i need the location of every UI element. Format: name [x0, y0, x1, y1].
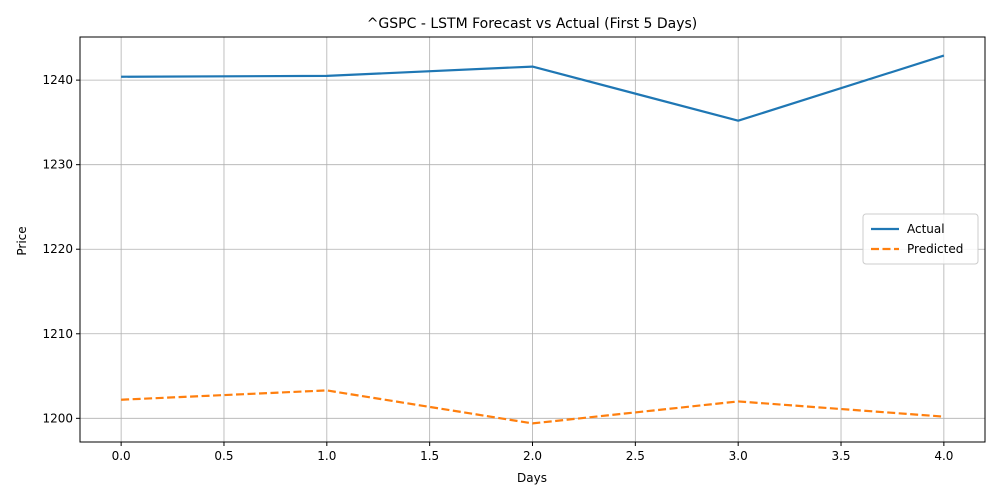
x-tick-label: 0.5 — [214, 449, 233, 463]
x-tick-label: 3.5 — [831, 449, 850, 463]
y-tick-label: 1230 — [42, 158, 73, 172]
x-tick-label: 4.0 — [934, 449, 953, 463]
x-tick-label: 2.0 — [523, 449, 542, 463]
legend-label-actual: Actual — [907, 222, 945, 236]
legend: Actual Predicted — [862, 213, 979, 265]
y-tick-label: 1210 — [42, 327, 73, 341]
x-tick-label: 1.0 — [317, 449, 336, 463]
chart-title: ^GSPC - LSTM Forecast vs Actual (First 5… — [367, 16, 698, 32]
x-axis-label: Days — [517, 471, 547, 485]
x-tick-label: 3.0 — [729, 449, 748, 463]
legend-label-predicted: Predicted — [907, 242, 963, 256]
series-line-actual — [121, 54, 945, 122]
series-lines — [121, 54, 945, 425]
x-tick-label: 1.5 — [420, 449, 439, 463]
y-tick-label: 1220 — [42, 242, 73, 256]
series-line-predicted — [121, 389, 944, 425]
y-tick-label: 1240 — [42, 73, 73, 87]
legend-box — [862, 213, 979, 265]
axis-ticks: 0.0 0.5 1.0 1.5 2.0 2.5 3.0 3.5 4.0 1200 1210 1220 1… — [42, 73, 953, 463]
y-axis-label: Price — [15, 226, 29, 255]
x-tick-label: 0.0 — [112, 449, 131, 463]
x-tick-label: 2.5 — [626, 449, 645, 463]
y-tick-label: 1200 — [42, 411, 73, 425]
grid — [80, 37, 985, 442]
